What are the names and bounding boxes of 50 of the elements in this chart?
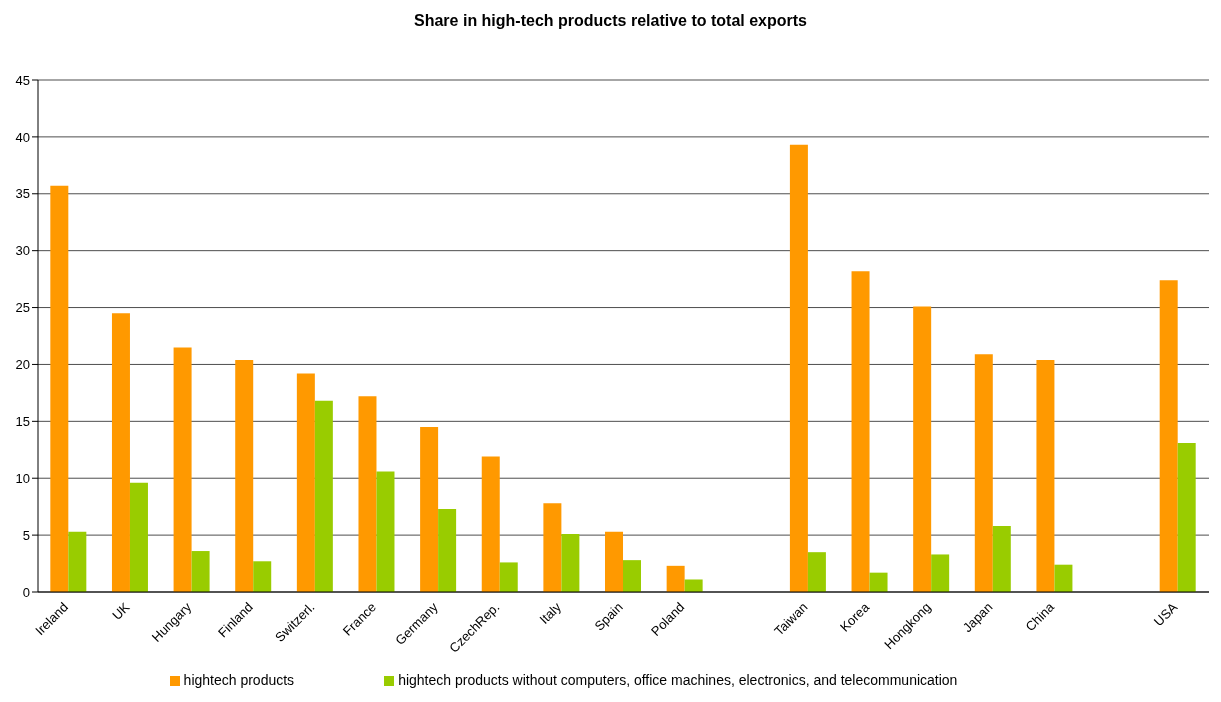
y-tick-label: 10 bbox=[15, 470, 30, 486]
bar bbox=[173, 347, 192, 592]
x-tick-label: UK bbox=[109, 599, 133, 623]
bar bbox=[543, 503, 562, 592]
bar bbox=[974, 354, 993, 592]
bar bbox=[869, 572, 888, 592]
bar bbox=[111, 313, 130, 592]
y-tick-label: 45 bbox=[15, 72, 30, 88]
bar bbox=[931, 554, 950, 592]
bar bbox=[50, 185, 69, 592]
bar bbox=[666, 565, 685, 592]
bar bbox=[992, 526, 1011, 592]
bar bbox=[253, 561, 272, 592]
bar bbox=[481, 456, 500, 592]
legend-label: hightech products without computers, office machines, electronics, and telecommunication bbox=[398, 672, 958, 688]
x-tick-label: USA bbox=[1150, 599, 1181, 630]
chart-title: Share in high-tech products relative to total exports bbox=[413, 11, 808, 31]
y-tick-label: 25 bbox=[15, 300, 30, 316]
bar bbox=[623, 560, 642, 592]
bar bbox=[235, 359, 254, 592]
bar bbox=[807, 552, 826, 592]
bar bbox=[296, 373, 315, 592]
x-tick-label: Italy bbox=[536, 599, 565, 627]
bar bbox=[789, 144, 808, 592]
bar bbox=[1177, 442, 1196, 592]
bar bbox=[314, 400, 333, 592]
bar bbox=[499, 562, 518, 592]
y-tick-label: 35 bbox=[15, 186, 30, 202]
bar bbox=[438, 508, 457, 592]
bar bbox=[684, 579, 703, 592]
bar bbox=[420, 427, 439, 592]
bar bbox=[1036, 359, 1055, 592]
y-tick-label: 15 bbox=[15, 413, 30, 429]
bar bbox=[851, 271, 870, 592]
bar bbox=[605, 531, 624, 592]
bar bbox=[358, 396, 377, 592]
y-tick-label: 40 bbox=[15, 129, 30, 145]
bar bbox=[68, 531, 87, 592]
y-tick-label: 5 bbox=[22, 527, 30, 543]
bar bbox=[191, 551, 210, 592]
y-tick-label: 20 bbox=[15, 357, 30, 373]
bar bbox=[913, 306, 932, 592]
bar bbox=[376, 471, 395, 592]
y-tick-label: 30 bbox=[15, 243, 30, 259]
bar bbox=[561, 533, 580, 592]
bar bbox=[1159, 280, 1178, 592]
bar bbox=[129, 482, 148, 592]
legend-label: hightech products bbox=[183, 672, 295, 688]
bar bbox=[1054, 564, 1073, 592]
y-tick-label: 0 bbox=[22, 584, 30, 600]
